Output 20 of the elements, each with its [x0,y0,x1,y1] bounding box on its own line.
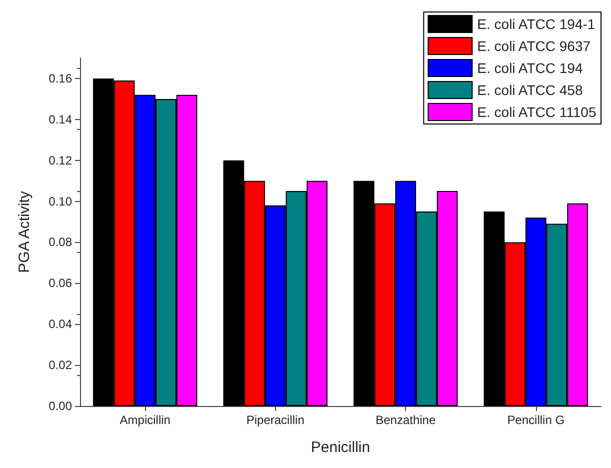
legend-label: E. coli ATCC 458 [477,82,583,98]
y-axis-title: PGA Activity [16,190,33,273]
legend-label: E. coli ATCC 11105 [477,104,596,120]
y-tick-label: 0.16 [48,71,72,86]
y-tick-label: 0.00 [48,399,72,413]
y-tick-label: 0.02 [48,358,72,372]
x-tick-label: Piperacillin [246,413,304,427]
legend-label: E. coli ATCC 9637 [477,38,591,54]
legend-label: E. coli ATCC 194-1 [477,16,596,32]
y-tick-label: 0.08 [48,235,72,250]
y-tick-label: 0.06 [48,276,72,290]
y-tick-label: 0.12 [48,153,72,168]
x-tick-label: Benzathine [376,413,436,427]
x-axis-title: Penicillin [310,439,370,456]
x-tick-label: Ampicillin [120,413,170,427]
y-tick-label: 0.14 [48,112,72,126]
y-tick-label: 0.10 [48,194,72,208]
legend-label: E. coli ATCC 194 [477,60,583,76]
x-tick-label: Pencillin G [507,413,565,427]
y-tick-label: 0.04 [48,317,72,332]
